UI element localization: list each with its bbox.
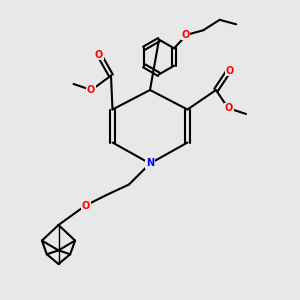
- Text: O: O: [87, 85, 95, 95]
- Text: O: O: [95, 50, 103, 60]
- Text: O: O: [181, 30, 189, 40]
- Text: N: N: [146, 158, 154, 169]
- Text: O: O: [225, 103, 233, 113]
- Text: O: O: [225, 65, 234, 76]
- Text: O: O: [82, 201, 90, 211]
